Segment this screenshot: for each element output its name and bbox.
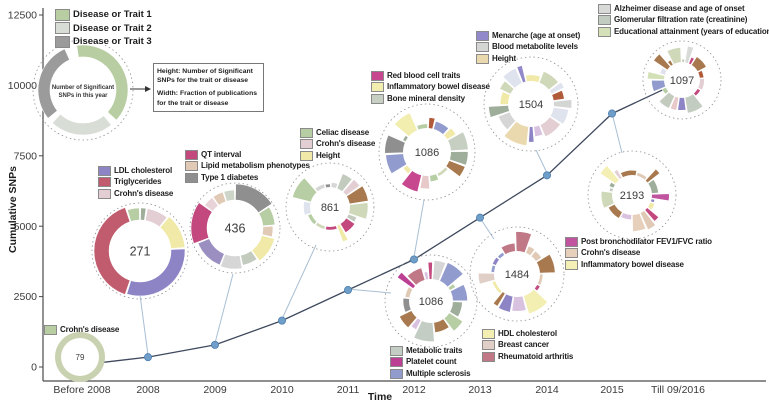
data-point-2012 [409, 255, 418, 264]
x-tick-label: 2012 [402, 384, 426, 396]
y-tick-label: 2500 [14, 291, 38, 303]
connector-line [479, 217, 495, 240]
rose-petal [552, 99, 573, 109]
dotted-ring [642, 40, 722, 120]
connector-line [611, 112, 623, 154]
donut-chart-2009: 436 [189, 182, 281, 274]
donut-segment [220, 253, 243, 270]
data-point-2011 [343, 286, 352, 295]
x-tick-label: 2009 [203, 384, 227, 396]
rose-chart-2011: 1086 [384, 254, 478, 348]
x-tick-label: Till 09/2016 [651, 384, 705, 396]
explanation-circle-text: SNPs in this year [58, 93, 108, 99]
x-tick-label: Before 2008 [53, 384, 110, 396]
connector-line [139, 294, 149, 356]
dotted-ring [285, 162, 375, 252]
explanation-donut-hole [50, 57, 116, 123]
explanation-arrow-head [145, 86, 151, 92]
y-tick-label: 10000 [8, 80, 37, 92]
ring-hole [61, 338, 99, 376]
x-tick-label: 2008 [136, 384, 160, 396]
data-point-2013 [475, 213, 484, 222]
dotted-ring [189, 182, 281, 274]
chart-total-label: 861 [321, 202, 339, 214]
donut-hole [109, 220, 171, 282]
data-point-2014 [543, 171, 552, 180]
rose-hole [409, 279, 453, 323]
data-point-2010 [277, 316, 286, 325]
chart-total-label: 79 [76, 353, 85, 362]
data-point-2008 [143, 353, 152, 362]
rose-hole [310, 187, 350, 227]
rose-petal [528, 125, 535, 143]
chart-total-label: 1086 [415, 147, 439, 159]
rose-hole [612, 175, 652, 215]
connector-line [281, 244, 317, 320]
chart-total-label: 1484 [505, 269, 529, 281]
dotted-ring [91, 202, 189, 300]
data-point-2009 [210, 340, 219, 349]
y-tick-label: 0 [31, 362, 37, 374]
chart-total-label: 1504 [519, 99, 543, 111]
data-point-2015 [608, 109, 617, 118]
y-tick-label: 12500 [8, 10, 37, 22]
rose-hole [664, 62, 700, 98]
rose-petal [427, 261, 433, 281]
rose-petal [677, 96, 687, 111]
y-tick-label: 5000 [14, 221, 38, 233]
chart-total-label: 1086 [419, 296, 443, 308]
connector-line [535, 149, 548, 174]
rose-hole [494, 251, 540, 297]
rose-petal [384, 134, 407, 154]
chart-total-label: 271 [130, 245, 151, 259]
x-tick-label: 2010 [270, 384, 294, 396]
rose-hole [403, 128, 451, 176]
connector-line [413, 199, 425, 258]
donut-hole [207, 200, 263, 256]
donut-segment [140, 207, 147, 221]
rose-chart-2010: 861 [285, 162, 375, 252]
chart-total-label: 1097 [670, 75, 694, 87]
rose-chart-2012: 1086 [378, 103, 476, 201]
dotted-ring [483, 56, 579, 152]
donut-segment [261, 226, 274, 238]
rose-chart-Till-09-2016: 1097 [642, 40, 722, 120]
y-tick-label: 7500 [14, 150, 38, 162]
chart-total-label: 436 [225, 222, 246, 236]
rose-chart-2013: 1484 [469, 226, 565, 322]
dotted-ring [378, 103, 476, 201]
rose-petal [419, 174, 430, 190]
connector-line [214, 273, 234, 344]
donut-segment [223, 189, 235, 202]
connector-line [346, 288, 392, 294]
rose-chart-2015: 2193 [587, 150, 677, 240]
rose-hole [508, 81, 554, 127]
dotted-ring [384, 254, 478, 348]
cumulative-line [81, 82, 679, 366]
dotted-ring [587, 150, 677, 240]
rose-chart-2014: 1504 [483, 56, 579, 152]
explanation-circle-text: Number of Significant [52, 85, 114, 91]
chart-total-label: 2193 [620, 190, 644, 202]
dotted-ring [469, 226, 565, 322]
x-tick-label: 2014 [535, 384, 559, 396]
x-tick-label: 2013 [468, 384, 492, 396]
ring-chart-Before-2008: 79 [55, 332, 105, 382]
x-tick-label: 2015 [600, 384, 624, 396]
explanation-dotted-ring [32, 39, 134, 141]
donut-chart-2008: 271 [91, 202, 189, 300]
x-tick-label: 2011 [337, 384, 360, 396]
